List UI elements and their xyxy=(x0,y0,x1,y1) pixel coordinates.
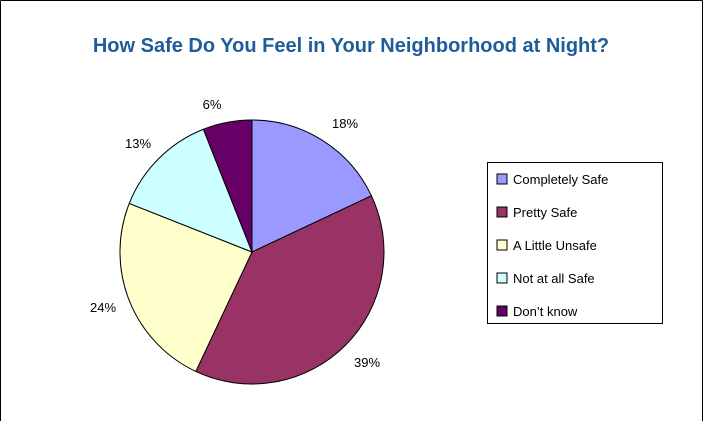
legend-label: A Little Unsafe xyxy=(513,238,597,253)
slice-percent-label: 6% xyxy=(203,97,222,112)
legend-label: Not at all Safe xyxy=(513,271,595,286)
slice-percent-label: 18% xyxy=(332,116,358,131)
chart-title: How Safe Do You Feel in Your Neighborhoo… xyxy=(93,35,609,57)
slice-percent-label: 39% xyxy=(354,355,380,370)
slice-percent-label: 13% xyxy=(125,136,151,151)
legend-label: Completely Safe xyxy=(513,172,608,187)
legend-box xyxy=(487,162,663,324)
pie-slice-don-t-know xyxy=(202,119,253,253)
legend-swatch xyxy=(496,206,508,218)
slice-percent-label: 24% xyxy=(90,300,116,315)
pie-slice-not-at-all-safe xyxy=(128,128,253,253)
legend-swatch xyxy=(496,173,508,185)
legend-label: Don’t know xyxy=(513,304,578,319)
legend-swatch xyxy=(496,305,508,317)
pie-slice-a-little-unsafe xyxy=(119,202,253,373)
pie-percent-labels: 18% 39% 24% 13% 6% xyxy=(90,97,380,370)
legend-label: Pretty Safe xyxy=(513,205,577,220)
pie-slice-pretty-safe xyxy=(195,195,385,385)
pie-slices xyxy=(119,119,385,385)
legend-swatch xyxy=(496,272,508,284)
legend-swatch xyxy=(496,239,508,251)
chart-legend: Completely Safe Pretty Safe A Little Unsaf… xyxy=(487,162,663,324)
pie-slice-completely-safe xyxy=(251,119,373,253)
